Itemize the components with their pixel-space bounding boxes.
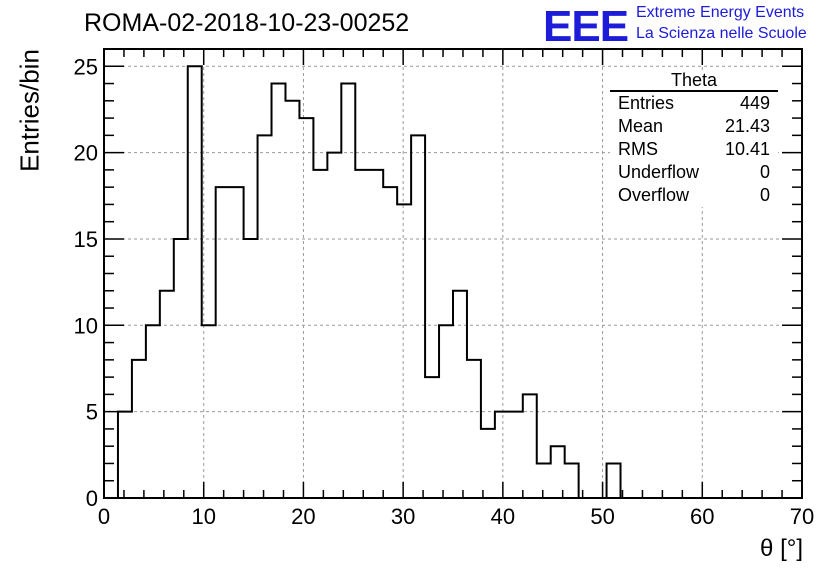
stats-row-underflow: Underflow 0 — [610, 161, 778, 184]
x-tick-label: 70 — [790, 504, 814, 529]
histogram-bin — [467, 360, 481, 498]
histogram-bin — [523, 394, 537, 498]
stats-title: Theta — [610, 70, 778, 92]
histogram-bin — [299, 118, 313, 498]
x-tick-label: 0 — [98, 504, 110, 529]
histogram-bin — [188, 66, 202, 498]
x-tick-label: 20 — [291, 504, 315, 529]
histogram-bin — [118, 412, 132, 498]
histogram-bin — [481, 429, 495, 498]
y-tick-label: 5 — [86, 400, 98, 425]
stats-value: 449 — [739, 93, 770, 113]
histogram-bin — [160, 291, 174, 498]
stats-label: Mean — [618, 116, 664, 136]
y-tick-label: 0 — [86, 486, 98, 511]
stats-value: 0 — [759, 185, 770, 205]
logo-line-1: Extreme Energy Events — [636, 4, 805, 21]
x-tick-label: 10 — [191, 504, 215, 529]
stats-label: RMS — [618, 139, 658, 159]
stats-row-overflow: Overflow 0 — [610, 184, 778, 207]
histogram-bin — [244, 239, 258, 498]
x-tick-label: 40 — [491, 504, 515, 529]
histogram-bin — [607, 463, 621, 498]
histogram-bin — [355, 170, 369, 498]
histogram-bin — [132, 360, 146, 498]
x-tick-label: 30 — [391, 504, 415, 529]
y-axis-label: Entries/bin — [14, 49, 45, 172]
histogram-bin — [369, 170, 383, 498]
histogram-bin — [565, 463, 579, 498]
stats-value: 10.41 — [724, 139, 770, 159]
histogram-bin — [425, 377, 439, 498]
histogram-bin — [509, 412, 523, 498]
histogram-outline — [104, 65, 802, 499]
x-axis-label: θ [°] — [760, 535, 803, 562]
histogram-bin — [216, 187, 230, 498]
histogram-bin — [230, 187, 244, 498]
histogram-bin — [397, 204, 411, 498]
y-tick-label: 25 — [74, 54, 98, 79]
logo-line-2: La Scienza nelle Scuole — [636, 25, 807, 42]
eee-logo: EEE — [543, 2, 629, 51]
histogram-bin — [285, 101, 299, 498]
y-tick-label: 10 — [74, 313, 98, 338]
stats-row-rms: RMS 10.41 — [610, 138, 778, 161]
tick-labels: 0 10 20 30 40 50 60 70 0 5 10 15 20 25 — [74, 54, 815, 529]
histogram-bin — [383, 187, 397, 498]
histogram-bin — [313, 170, 327, 498]
histogram-bin — [537, 463, 551, 498]
histogram-bin — [495, 412, 509, 498]
stats-value: 21.43 — [724, 116, 770, 136]
histogram-bin — [341, 84, 355, 498]
stats-box: Theta Entries 449 Mean 21.43 RMS 10.41 U… — [610, 70, 778, 207]
histogram-bin — [174, 239, 188, 498]
x-tick-label: 50 — [590, 504, 614, 529]
stats-row-entries: Entries 449 — [610, 92, 778, 115]
y-tick-label: 20 — [74, 141, 98, 166]
stats-label: Overflow — [618, 185, 690, 205]
x-tick-label: 60 — [690, 504, 714, 529]
chart-title: ROMA-02-2018-10-23-00252 — [84, 9, 410, 37]
ticks — [103, 48, 803, 499]
stats-value: 0 — [759, 162, 770, 182]
histogram-bin — [258, 135, 272, 498]
y-tick-label: 15 — [74, 227, 98, 252]
stats-label: Entries — [618, 93, 675, 113]
stats-row-mean: Mean 21.43 — [610, 115, 778, 138]
histogram-bins — [104, 65, 802, 499]
histogram-bin — [411, 135, 425, 498]
histogram-bin — [272, 84, 286, 498]
histogram-bin — [453, 291, 467, 498]
stats-label: Underflow — [618, 162, 700, 182]
